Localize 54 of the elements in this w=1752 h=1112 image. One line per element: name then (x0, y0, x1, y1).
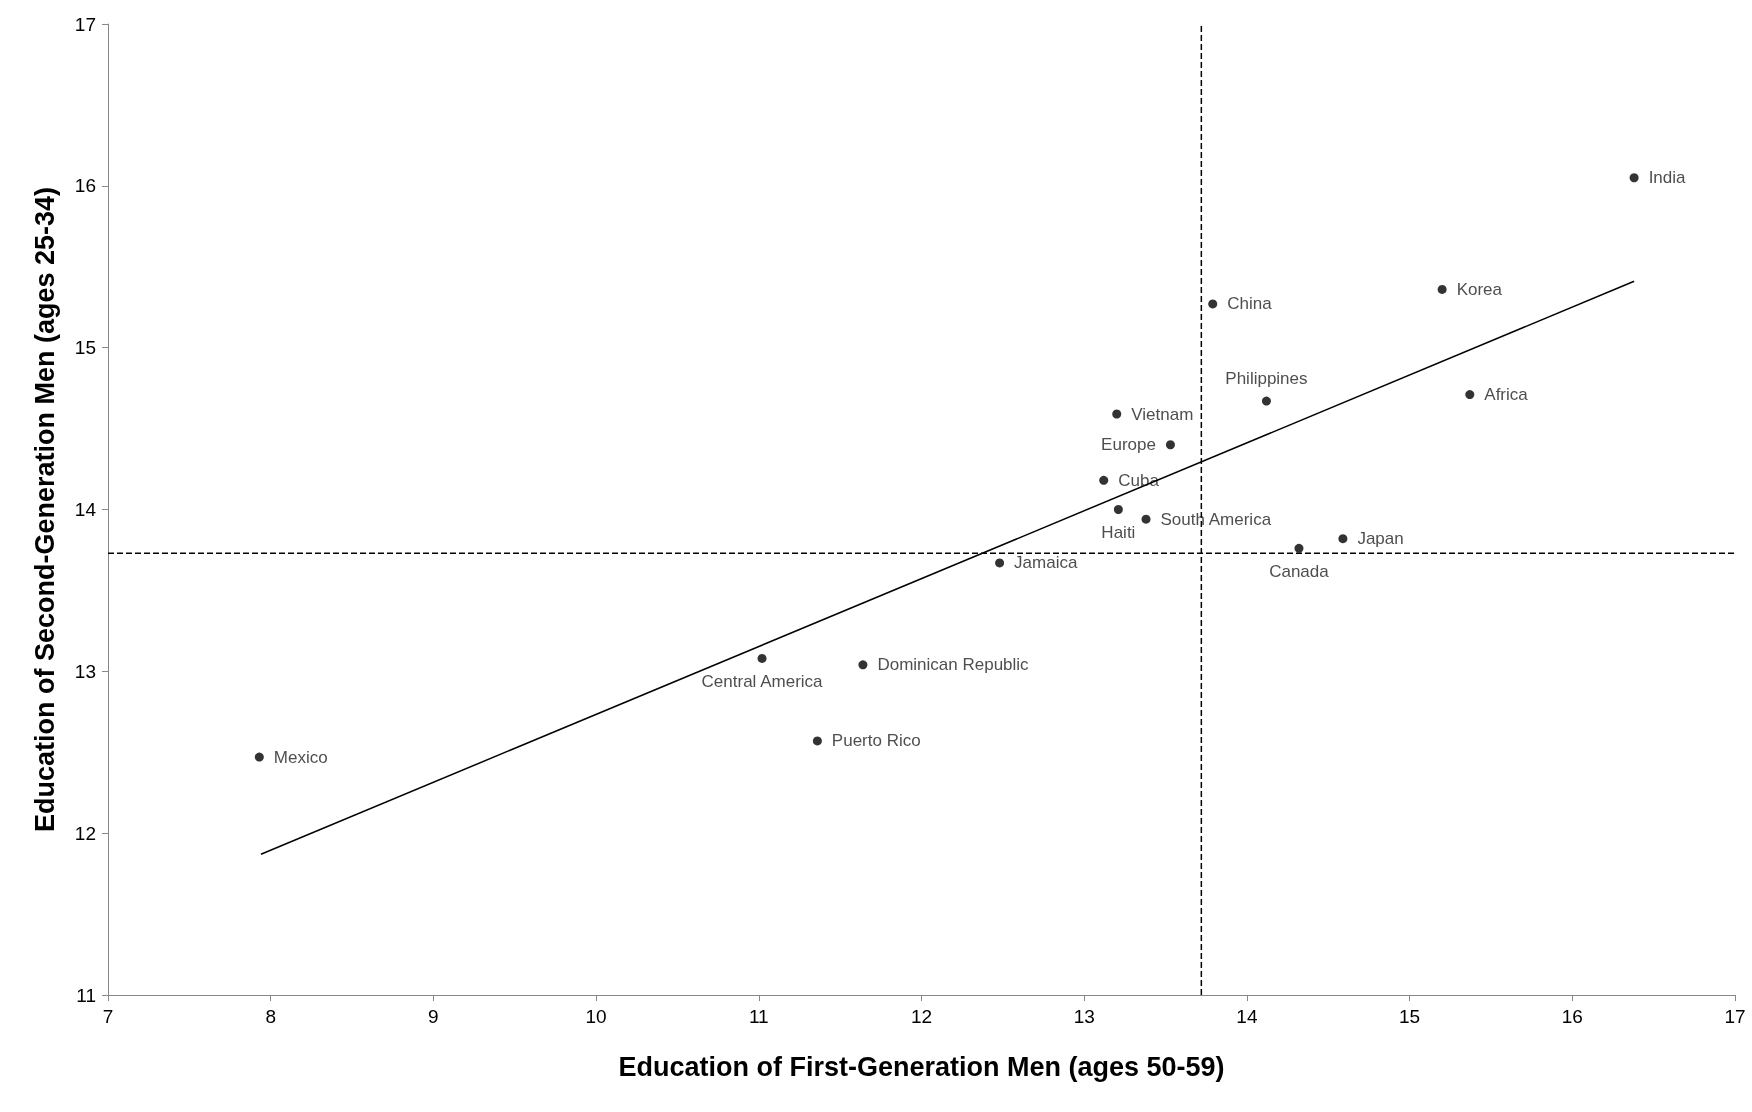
data-label: India (1648, 168, 1687, 188)
point (1208, 299, 1218, 309)
data-label: Japan (1357, 529, 1404, 549)
x-tick-label: 11 (748, 1006, 769, 1027)
x-tick-label: 10 (585, 1006, 607, 1027)
data-label: Philippines (1225, 368, 1308, 388)
data-label: Vietnam (1131, 404, 1194, 424)
point (1261, 396, 1271, 406)
y-tick-label: 13 (74, 660, 96, 682)
point (1465, 390, 1475, 400)
y-tick-label: 12 (74, 822, 96, 844)
point (1099, 475, 1109, 485)
point (858, 660, 868, 670)
point (995, 558, 1005, 568)
point (1112, 409, 1122, 419)
data-label: Cuba (1118, 470, 1160, 490)
point (1113, 505, 1123, 514)
data-label: Haiti (1101, 523, 1136, 542)
x-tick-label: 13 (1073, 1006, 1095, 1027)
x-tick-label: 16 (1561, 1006, 1583, 1027)
x-tick-label: 9 (428, 1006, 439, 1027)
x-axis-title: Education of First-Generation Men (ages 50-59) (618, 1051, 1225, 1082)
y-tick-label: 17 (74, 13, 96, 35)
y-tick-label: 11 (76, 984, 96, 1006)
point (1338, 534, 1348, 544)
point (1629, 173, 1639, 183)
x-tick-label: 7 (102, 1006, 114, 1027)
point (1437, 284, 1447, 294)
y-tick-label: 16 (74, 175, 96, 197)
data-label: Korea (1456, 279, 1503, 299)
data-label: Canada (1269, 561, 1330, 581)
data-label: Central America (701, 671, 824, 691)
point (1165, 440, 1175, 450)
point (812, 736, 822, 746)
point (1294, 543, 1304, 553)
data-label: Europe (1101, 435, 1156, 455)
data-label: Mexico (273, 747, 328, 767)
y-tick-label: 15 (74, 337, 96, 359)
x-tick-label: 12 (910, 1006, 933, 1027)
x-tick-label: 17 (1724, 1006, 1746, 1027)
y-axis-title: Education of Second-Generation Men (ages 25-34) (29, 186, 60, 833)
data-label: Dominican Republic (877, 655, 1030, 675)
x-tick-label: 14 (1236, 1006, 1258, 1027)
point (757, 653, 767, 663)
data-label: South America (1160, 509, 1272, 529)
data-label: Puerto Rico (831, 731, 921, 751)
point (254, 752, 264, 762)
data-label: Africa (1484, 385, 1529, 405)
point (1141, 514, 1151, 524)
data-label: China (1227, 294, 1273, 314)
y-tick-label: 14 (74, 499, 97, 520)
data-label: Jamaica (1014, 553, 1078, 573)
x-tick-label: 15 (1399, 1006, 1421, 1027)
x-tick-label: 8 (265, 1006, 276, 1027)
